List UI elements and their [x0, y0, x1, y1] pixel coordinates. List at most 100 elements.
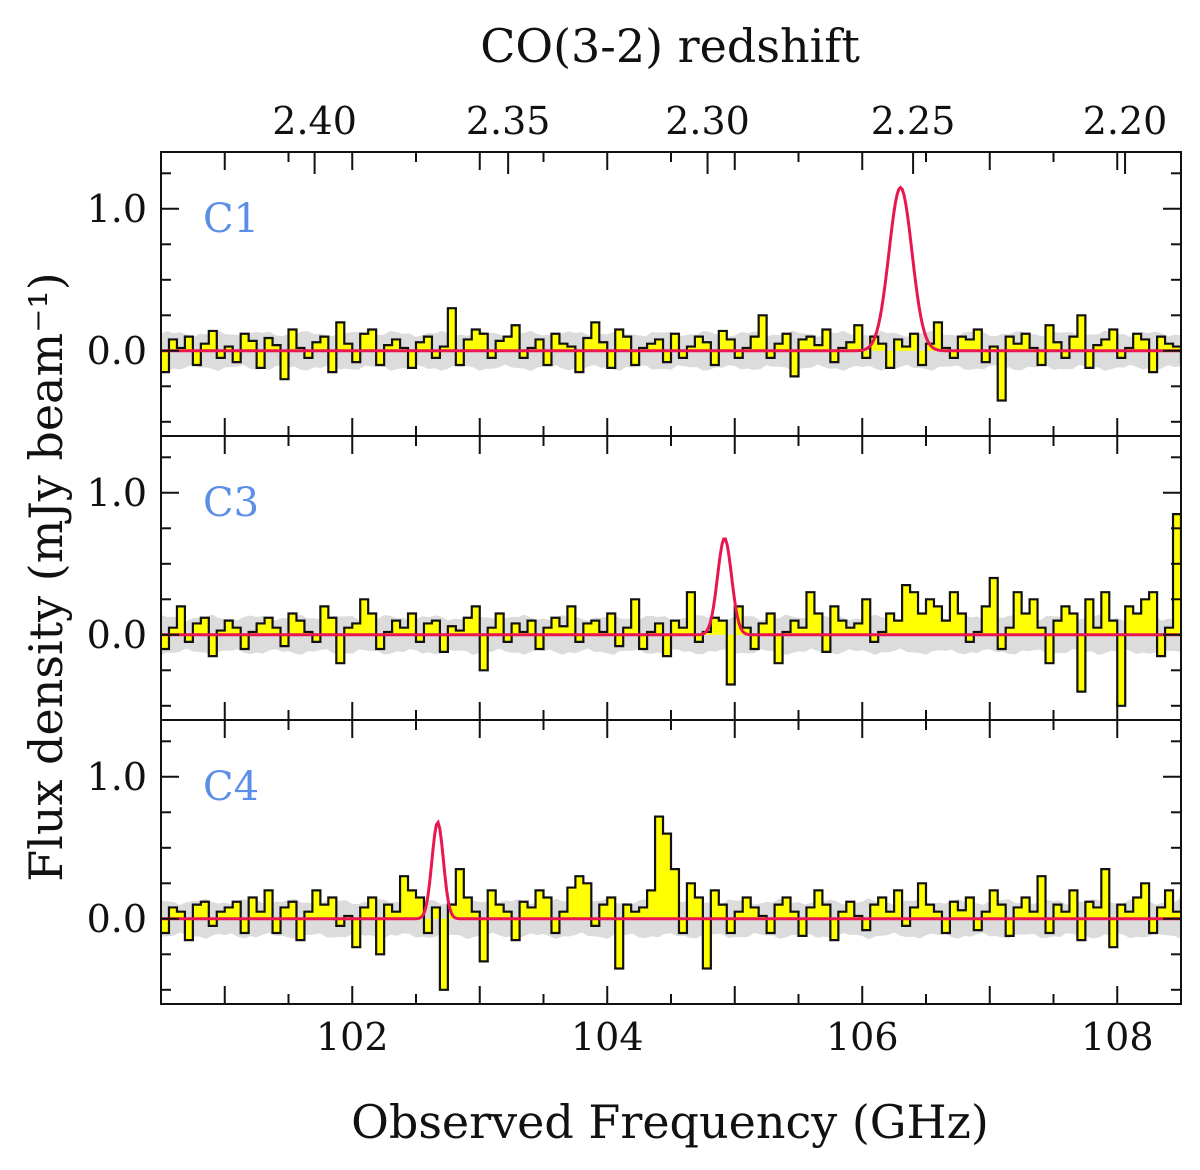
spectrum-channel — [487, 890, 496, 919]
spectrum-channel — [264, 338, 273, 351]
spectrum-channel — [997, 904, 1006, 919]
spectrum-channel — [846, 627, 855, 635]
spectrum-channel — [766, 918, 775, 933]
spectrum-channel — [431, 907, 440, 919]
spectrum-channel — [623, 336, 632, 351]
spectrum-channel — [790, 350, 799, 377]
spectrum-channel — [1077, 315, 1086, 351]
top-z-tick-label: 2.25 — [871, 99, 956, 143]
spectrum-channel — [320, 904, 329, 919]
spectrum-channel — [615, 329, 624, 351]
spectrum-channel — [431, 620, 440, 635]
spectrum-channel — [296, 620, 305, 635]
spectrum-channel — [1093, 345, 1102, 351]
spectrum-channel — [232, 350, 241, 363]
spectrum-channel — [918, 613, 926, 635]
spectrum-channel — [1013, 592, 1022, 635]
spectrum-channel — [655, 816, 664, 919]
spectrum-channel — [862, 599, 871, 635]
spectrum-channel — [1005, 627, 1014, 635]
spectrum-channel — [902, 585, 911, 635]
spectrum-channel — [200, 617, 209, 635]
spectrum-channel — [1045, 325, 1054, 351]
spectrum-channel — [232, 901, 241, 919]
spectrum-channel — [894, 620, 903, 635]
y-tick-label: 1.0 — [87, 471, 147, 515]
spectrum-channel — [647, 890, 656, 919]
spectrum-channel — [678, 350, 687, 358]
spectrum-channel — [280, 907, 289, 919]
spectrum-channel — [1157, 336, 1166, 351]
spectrum-channel — [710, 890, 719, 919]
spectrum-channel — [416, 897, 424, 919]
spectrum-channel — [814, 345, 823, 351]
spectrum-channel — [750, 336, 759, 351]
spectrum-channel — [774, 904, 783, 919]
spectrum-channel — [192, 623, 201, 635]
spectrum-channel — [965, 897, 974, 919]
spectrum-channel — [439, 346, 448, 351]
spectrum-channel — [439, 918, 448, 990]
top-z-tick-label: 2.20 — [1083, 99, 1168, 143]
spectrum-channel — [694, 634, 703, 642]
spectrum-channel — [336, 634, 345, 664]
spectrum-channel — [607, 350, 616, 368]
spectrum-channel — [1109, 620, 1118, 635]
spectrum-channel — [1181, 898, 1189, 919]
spectrum-channel — [655, 339, 664, 351]
spectrum-channel — [1085, 599, 1094, 635]
spectrum-channel — [957, 336, 966, 351]
gaussian-fit-line — [161, 537, 1181, 637]
spectrum-channel — [615, 918, 624, 969]
spectrum-channel — [583, 883, 592, 919]
spectrum-channel — [926, 904, 934, 919]
spectrum-channel — [894, 890, 903, 919]
y-tick-label: 0.0 — [87, 613, 147, 657]
spectrum-channel — [1061, 606, 1070, 635]
spectrum-channel — [1189, 334, 1197, 351]
spectrum-channel — [184, 336, 193, 351]
spectrum-channel — [758, 315, 767, 351]
panel-c4: 1.0 0.0 C4 102 104 106 108 — [87, 719, 1189, 1059]
spectrum-channel — [216, 630, 225, 635]
spectrum-channel — [392, 620, 401, 635]
spectrum-channel — [870, 904, 879, 919]
spectrum-channel — [981, 350, 990, 363]
spectrum-channel — [1053, 904, 1062, 919]
top-z-tick-label: 2.40 — [272, 99, 357, 143]
spectrum-channel — [463, 897, 472, 919]
spectrum-channel — [431, 350, 440, 358]
spectrum-channel — [782, 333, 791, 351]
spectrum-channel — [423, 623, 432, 635]
spectrum-channel — [463, 339, 472, 351]
spectrum-channel — [870, 634, 879, 642]
spectrum-channel — [910, 592, 919, 635]
x-tick-label: 102 — [316, 1015, 389, 1059]
spectrum-channel — [902, 918, 911, 926]
spectrum-channel — [886, 350, 895, 368]
spectrum-channel — [1109, 918, 1118, 948]
spectrum-channel — [312, 634, 321, 642]
spectrum-channel — [408, 350, 416, 368]
spectrum-channel — [320, 606, 329, 635]
spectrum-outline — [161, 815, 1181, 991]
spectrum-channel — [1189, 557, 1197, 635]
spectrum-channel — [957, 910, 966, 919]
spectrum-channel — [495, 904, 504, 919]
spectrum-channel — [208, 918, 217, 926]
spectrum-channel — [1053, 620, 1062, 635]
spectrum-channel — [192, 350, 201, 365]
spectrum-channel — [989, 346, 998, 351]
spectrum-channel — [495, 613, 504, 635]
spectrum-channel — [1021, 333, 1030, 351]
spectrum-channel — [949, 901, 958, 919]
gaussian-fit-line — [161, 185, 1181, 353]
spectrum-channel — [455, 630, 464, 635]
spectrum-channel — [1037, 627, 1046, 635]
spectrum-channel — [487, 627, 496, 635]
spectrum-channel — [894, 339, 903, 351]
spectrum-channel — [981, 911, 990, 919]
spectrum-channel — [933, 911, 942, 919]
spectrum-channel — [471, 911, 480, 919]
